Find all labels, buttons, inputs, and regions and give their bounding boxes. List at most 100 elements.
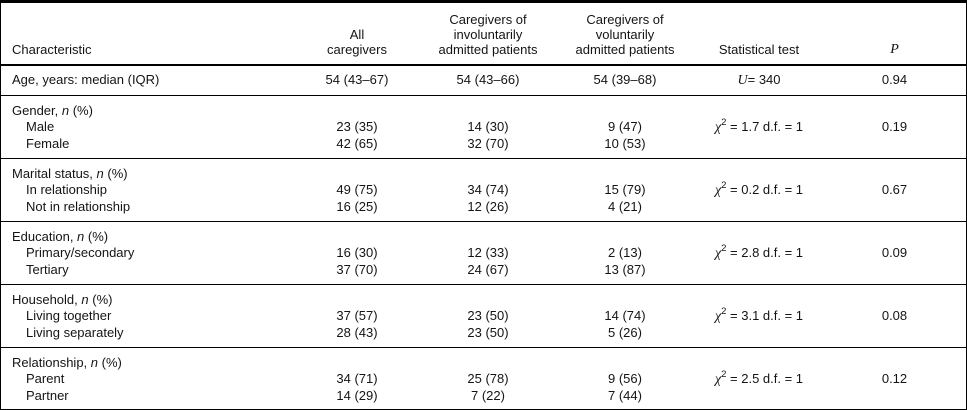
group-label: Household, n (%)	[1, 285, 966, 309]
group-label-suffix: (%)	[84, 229, 109, 244]
cell-p-value: 0.12	[881, 371, 908, 386]
stat-symbol: χ	[714, 246, 722, 261]
cell-voluntary: 9 (56)	[608, 371, 642, 386]
cell-involuntary: 23 (50)	[421, 325, 555, 348]
cell-voluntary: 54 (39–68)	[555, 65, 695, 96]
cell-voluntary: 13 (87)	[555, 262, 695, 285]
cell-stat-test: χ2 = 2.8 d.f. = 1	[695, 242, 823, 262]
stat-text: = 2.5 d.f. = 1	[726, 371, 804, 386]
cell-stat-test	[695, 262, 823, 285]
cell-all: 28 (43)	[293, 325, 421, 348]
cell-stat-test: χ2 = 0.2 d.f. = 1	[695, 179, 823, 199]
stat-text: = 2.8 d.f. = 1	[726, 245, 804, 260]
cell-p-value	[823, 262, 966, 285]
col-header-characteristic: Characteristic	[1, 2, 293, 66]
category-row-female: Female 42 (65) 32 (70) 10 (53)	[1, 136, 966, 159]
stat-superscript: 2	[721, 179, 727, 191]
group-label-suffix: (%)	[103, 166, 128, 181]
stat-superscript: 2	[721, 305, 727, 317]
cell-all: 54 (43–67)	[293, 65, 421, 96]
cell-involuntary: 25 (78)	[467, 371, 509, 386]
cell-voluntary: 4 (21)	[555, 199, 695, 222]
group-label-pre: Gender,	[12, 103, 62, 118]
group-label-n: n	[90, 355, 99, 370]
cell-p-value	[823, 325, 966, 348]
group-label-pre: Education,	[12, 229, 78, 244]
cell-characteristic: Tertiary	[1, 262, 293, 285]
cell-p-value: 0.08	[881, 308, 908, 323]
cell-stat-test: U= 340	[695, 65, 823, 96]
category-row-partner: Partner 14 (29) 7 (22) 7 (44)	[1, 388, 966, 409]
group-label-pre: Household,	[12, 292, 82, 307]
cell-involuntary: 32 (70)	[421, 136, 555, 159]
col-header-p-value: P	[823, 2, 966, 66]
stat-text: = 3.1 d.f. = 1	[726, 308, 804, 323]
group-label-n: n	[61, 103, 70, 118]
cell-all: 37 (70)	[293, 262, 421, 285]
stat-symbol: χ	[714, 309, 722, 324]
group-header-household: Household, n (%)	[1, 285, 966, 309]
cell-voluntary: 7 (44)	[555, 388, 695, 409]
stat-symbol: χ	[714, 372, 722, 387]
stat-symbol: χ	[714, 120, 722, 135]
group-header-education: Education, n (%)	[1, 222, 966, 246]
stat-superscript: 2	[721, 116, 727, 128]
category-row-male: Male 23 (35) 14 (30) 9 (47) χ2 = 1.7 d.f…	[1, 116, 966, 136]
category-row-living-separately: Living separately 28 (43) 23 (50) 5 (26)	[1, 325, 966, 348]
cell-p-value: 0.94	[823, 65, 966, 96]
group-label-suffix: (%)	[69, 103, 93, 118]
group-label-suffix: (%)	[88, 292, 113, 307]
cell-voluntary: 15 (79)	[604, 182, 646, 197]
group-header-gender: Gender, n (%)	[1, 96, 966, 120]
table-header: Characteristic All caregivers Caregivers…	[1, 2, 966, 66]
cell-all: 37 (57)	[336, 308, 378, 323]
cell-all: 14 (29)	[293, 388, 421, 409]
category-row-in-relationship: In relationship 49 (75) 34 (74) 15 (79) …	[1, 179, 966, 199]
cell-characteristic: Female	[1, 136, 293, 159]
category-row-not-in-relationship: Not in relationship 16 (25) 12 (26) 4 (2…	[1, 199, 966, 222]
cell-involuntary: 34 (74)	[467, 182, 509, 197]
cell-involuntary: 7 (22)	[421, 388, 555, 409]
group-label-n: n	[81, 292, 89, 307]
cell-characteristic: Not in relationship	[1, 199, 293, 222]
cell-characteristic: Male	[26, 119, 55, 134]
cell-voluntary: 14 (74)	[604, 308, 646, 323]
cell-involuntary: 54 (43–66)	[421, 65, 555, 96]
group-header-relationship: Relationship, n (%)	[1, 348, 966, 372]
cell-characteristic: Primary/secondary	[26, 245, 135, 260]
cell-p-value	[823, 136, 966, 159]
cell-p-value: 0.09	[881, 245, 908, 260]
col-header-involuntary: Caregivers of involuntarily admitted pat…	[421, 2, 555, 66]
cell-stat-test: χ2 = 3.1 d.f. = 1	[695, 305, 823, 325]
group-label: Relationship, n (%)	[1, 348, 966, 372]
cell-characteristic: Parent	[26, 371, 65, 386]
group-label: Gender, n (%)	[1, 96, 966, 120]
cell-stat-test	[695, 136, 823, 159]
cell-p-value: 0.19	[881, 119, 908, 134]
cell-stat-test	[695, 199, 823, 222]
cell-p-value	[823, 388, 966, 409]
cell-characteristic: Age, years: median (IQR)	[1, 65, 293, 96]
cell-involuntary: 24 (67)	[421, 262, 555, 285]
cell-voluntary: 2 (13)	[608, 245, 642, 260]
category-row-living-together: Living together 37 (57) 23 (50) 14 (74) …	[1, 305, 966, 325]
table-body: Age, years: median (IQR) 54 (43–67) 54 (…	[1, 65, 966, 409]
cell-characteristic: In relationship	[26, 182, 107, 197]
cell-p-value: 0.67	[881, 182, 908, 197]
cell-all: 49 (75)	[336, 182, 378, 197]
cell-voluntary: 9 (47)	[608, 119, 642, 134]
cell-all: 16 (25)	[293, 199, 421, 222]
group-header-marital-status: Marital status, n (%)	[1, 159, 966, 183]
category-row-tertiary: Tertiary 37 (70) 24 (67) 13 (87)	[1, 262, 966, 285]
cell-involuntary: 23 (50)	[467, 308, 509, 323]
cell-characteristic: Living separately	[1, 325, 293, 348]
col-header-voluntary: Caregivers of voluntarily admitted patie…	[555, 2, 695, 66]
group-label: Marital status, n (%)	[1, 159, 966, 183]
category-row-primary-secondary: Primary/secondary 16 (30) 12 (33) 2 (13)…	[1, 242, 966, 262]
stat-text: = 0.2 d.f. = 1	[726, 182, 804, 197]
stat-text: = 340	[747, 72, 781, 87]
stat-superscript: 2	[721, 242, 727, 254]
row-age: Age, years: median (IQR) 54 (43–67) 54 (…	[1, 65, 966, 96]
